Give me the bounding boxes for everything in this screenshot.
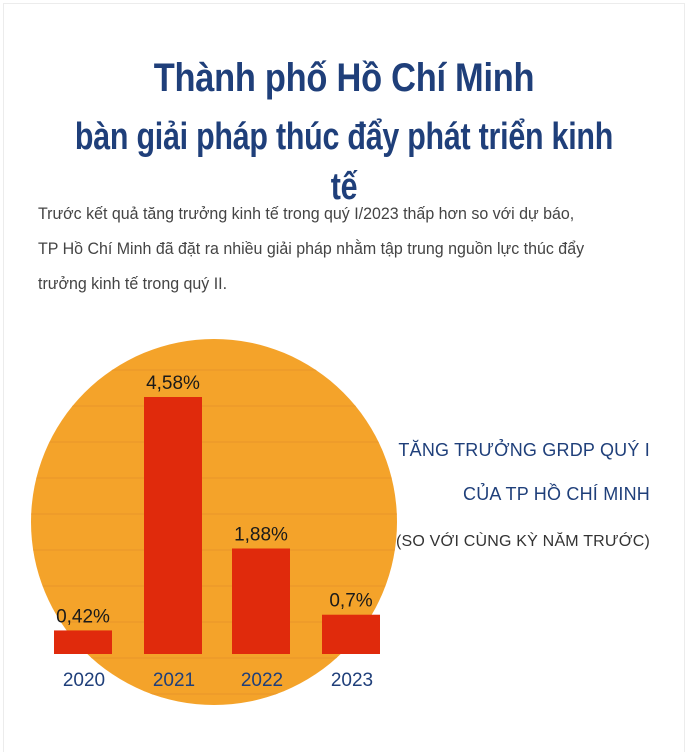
bar-2021	[144, 397, 202, 654]
intro-line: Trước kết quả tăng trưởng kinh tế trong …	[38, 204, 575, 223]
intro-line: trưởng kinh tế trong quý II.	[38, 274, 228, 293]
bar-2022	[232, 548, 290, 654]
data-label-2022: 1,88%	[234, 525, 288, 546]
chart-caption-line2: CỦA TP HỒ CHÍ MINH	[463, 484, 650, 504]
x-tick-label-2023: 2023	[331, 670, 373, 691]
x-tick-label-2021: 2021	[153, 670, 195, 691]
chart-caption-line1: TĂNG TRƯỞNG GRDP QUÝ I	[398, 440, 650, 460]
bar-2023	[322, 614, 380, 654]
page-subtitle: bàn giải pháp thúc đẩy phát triển kinh t…	[74, 116, 614, 208]
intro-paragraph: Trước kết quả tăng trưởng kinh tế trong …	[38, 196, 650, 301]
intro-line: TP Hồ Chí Minh đã đặt ra nhiều giải pháp…	[38, 239, 585, 258]
data-label-2021: 4,58%	[146, 373, 200, 394]
x-tick-label-2022: 2022	[241, 670, 283, 691]
chart-background-circle	[31, 339, 397, 705]
data-label-2020: 0,42%	[56, 606, 110, 627]
chart-caption-note: (SO VỚI CÙNG KỲ NĂM TRƯỚC)	[395, 533, 650, 550]
x-tick-label-2020: 2020	[63, 670, 105, 691]
page-title: Thành phố Hồ Chí Minh	[153, 56, 535, 100]
data-label-2023: 0,7%	[329, 591, 372, 612]
bar-2020	[54, 630, 112, 654]
